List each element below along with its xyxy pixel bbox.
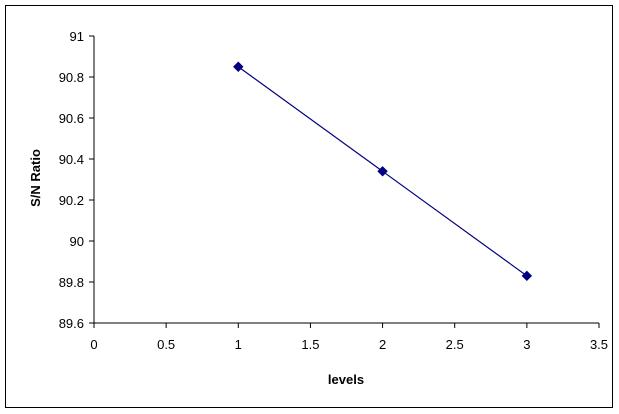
data-point-marker: [233, 61, 244, 72]
x-tick-label: 1.5: [301, 337, 319, 352]
y-tick-label: 90.4: [59, 152, 84, 167]
x-axis-title: levels: [328, 372, 364, 387]
x-tick-label: 0.5: [157, 337, 175, 352]
y-tick-label: 89.8: [59, 275, 84, 290]
y-tick-labels: 89.6 89.8 90 90.2 90.4 90.6 90.8 91: [59, 29, 84, 331]
x-tick-label: 0: [90, 337, 97, 352]
data-point-marker: [521, 270, 533, 282]
y-tick-label: 89.6: [59, 316, 84, 331]
x-tick-label: 2.5: [446, 337, 464, 352]
x-tick-labels: 0 0.5 1 1.5 2 2.5 3 3.5: [90, 337, 608, 352]
x-tick-label: 2: [379, 337, 386, 352]
axes: [89, 35, 600, 328]
x-tick-label: 1: [235, 337, 242, 352]
y-tick-label: 90.6: [59, 111, 84, 126]
y-tick-label: 91: [70, 29, 84, 44]
y-axis-title: S/N Ratio: [28, 149, 43, 207]
y-tick-label: 90.2: [59, 193, 84, 208]
x-tick-label: 3.5: [590, 337, 608, 352]
series-group: [233, 61, 533, 282]
x-tick-label: 3: [523, 337, 530, 352]
data-point-marker: [377, 166, 388, 177]
y-tick-label: 90.8: [59, 70, 84, 85]
chart-frame: [5, 5, 613, 408]
y-tick-label: 90: [70, 234, 84, 249]
